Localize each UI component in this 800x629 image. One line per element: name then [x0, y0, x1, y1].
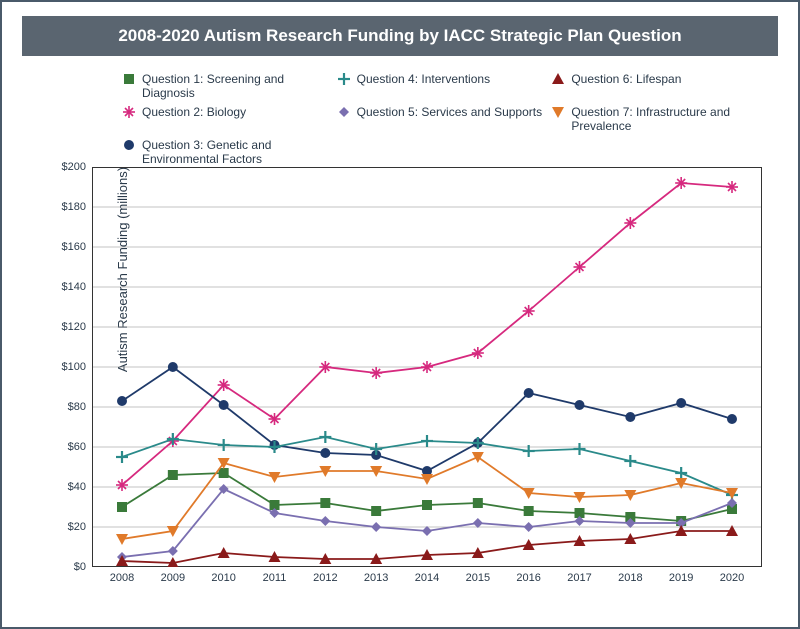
x-tick-label: 2010	[211, 572, 235, 584]
y-tick-label: $180	[50, 201, 86, 213]
series-marker-q7	[421, 474, 433, 485]
series-marker-q5	[320, 516, 330, 526]
series-marker-q4	[167, 433, 179, 445]
series-marker-q1	[168, 470, 178, 480]
x-tick-label: 2020	[720, 572, 744, 584]
x-tick-label: 2011	[263, 572, 287, 584]
legend-item-q1: Question 1: Screening and Diagnosis	[122, 72, 329, 101]
x-axis-ticks: 2008 2009 2010 2011 2012 2013 2014 2015 2016 2017…	[92, 572, 762, 592]
y-tick-label: $120	[50, 321, 86, 333]
y-tick-label: $200	[50, 161, 86, 173]
series-marker-q1	[371, 506, 381, 516]
legend-label: Question 4: Interventions	[357, 72, 490, 86]
series-marker-q1	[320, 498, 330, 508]
legend-label: Question 6: Lifespan	[571, 72, 681, 86]
x-tick-label: 2014	[415, 572, 439, 584]
series-marker-q1	[117, 502, 127, 512]
series-marker-q2	[421, 361, 433, 373]
title-bar: 2008-2020 Autism Research Funding by IAC…	[22, 16, 778, 56]
legend-marker-icon	[551, 105, 565, 119]
y-tick-label: $0	[50, 561, 86, 573]
series-marker-q4	[319, 431, 331, 443]
series-marker-q3	[168, 362, 178, 372]
y-tick-label: $20	[50, 521, 86, 533]
legend-item-q5: Question 5: Services and Supports	[337, 105, 544, 134]
series-marker-q2	[370, 367, 382, 379]
x-tick-label: 2018	[618, 572, 642, 584]
legend-marker-icon	[551, 72, 565, 86]
series-marker-q5	[371, 522, 381, 532]
x-tick-label: 2012	[313, 572, 337, 584]
x-tick-label: 2013	[364, 572, 388, 584]
legend-item-q2: Question 2: Biology	[122, 105, 329, 134]
legend-marker-icon	[122, 105, 136, 119]
series-marker-q4	[421, 435, 433, 447]
series-marker-q7	[116, 534, 128, 545]
series-marker-q1	[524, 506, 534, 516]
series-marker-q1	[422, 500, 432, 510]
x-tick-label: 2015	[466, 572, 490, 584]
y-tick-label: $80	[50, 401, 86, 413]
series-line-q5	[122, 489, 732, 557]
series-marker-q1	[219, 468, 229, 478]
series-line-q3	[122, 367, 732, 471]
y-tick-label: $160	[50, 241, 86, 253]
series-marker-q5	[473, 518, 483, 528]
legend-label: Question 7: Infrastructure and Prevalenc…	[571, 105, 758, 134]
x-tick-label: 2008	[110, 572, 134, 584]
series-marker-q3	[575, 400, 585, 410]
legend-marker-icon	[122, 72, 136, 86]
series-marker-q3	[219, 400, 229, 410]
x-tick-label: 2017	[567, 572, 591, 584]
legend-item-q3: Question 3: Genetic and Environmental Fa…	[122, 138, 329, 167]
series-marker-q4	[116, 451, 128, 463]
legend-item-q6: Question 6: Lifespan	[551, 72, 758, 101]
legend-marker-icon	[337, 72, 351, 86]
x-tick-label: 2019	[669, 572, 693, 584]
series-marker-q3	[625, 412, 635, 422]
series-marker-q3	[676, 398, 686, 408]
series-marker-q4	[624, 455, 636, 467]
y-tick-label: $140	[50, 281, 86, 293]
series-marker-q7	[472, 452, 484, 463]
y-tick-label: $100	[50, 361, 86, 373]
legend-label: Question 5: Services and Supports	[357, 105, 542, 119]
series-marker-q3	[727, 414, 737, 424]
series-marker-q3	[524, 388, 534, 398]
chart-title: 2008-2020 Autism Research Funding by IAC…	[118, 26, 681, 46]
legend-label: Question 1: Screening and Diagnosis	[142, 72, 329, 101]
legend-label: Question 2: Biology	[142, 105, 246, 119]
plot-area	[92, 167, 762, 567]
series-marker-q4	[675, 467, 687, 479]
series-marker-q7	[269, 472, 281, 483]
series-marker-q2	[726, 181, 738, 193]
legend-label: Question 3: Genetic and Environmental Fa…	[142, 138, 329, 167]
series-marker-q4	[574, 443, 586, 455]
legend-marker-icon	[337, 105, 351, 119]
series-marker-q5	[422, 526, 432, 536]
chart-frame: 2008-2020 Autism Research Funding by IAC…	[0, 0, 800, 629]
series-marker-q3	[117, 396, 127, 406]
legend-item-q7: Question 7: Infrastructure and Prevalenc…	[551, 105, 758, 134]
y-tick-label: $40	[50, 481, 86, 493]
legend-marker-icon	[122, 138, 136, 152]
series-marker-q3	[320, 448, 330, 458]
x-tick-label: 2016	[516, 572, 540, 584]
series-marker-q1	[473, 498, 483, 508]
legend: Question 1: Screening and Diagnosis Ques…	[122, 72, 758, 144]
x-tick-label: 2009	[161, 572, 185, 584]
series-marker-q5	[524, 522, 534, 532]
y-tick-label: $60	[50, 441, 86, 453]
series-marker-q4	[218, 439, 230, 451]
y-axis-ticks: $0$20$40$60$80$100$120$140$160$180$200	[50, 167, 90, 567]
legend-item-q4: Question 4: Interventions	[337, 72, 544, 101]
